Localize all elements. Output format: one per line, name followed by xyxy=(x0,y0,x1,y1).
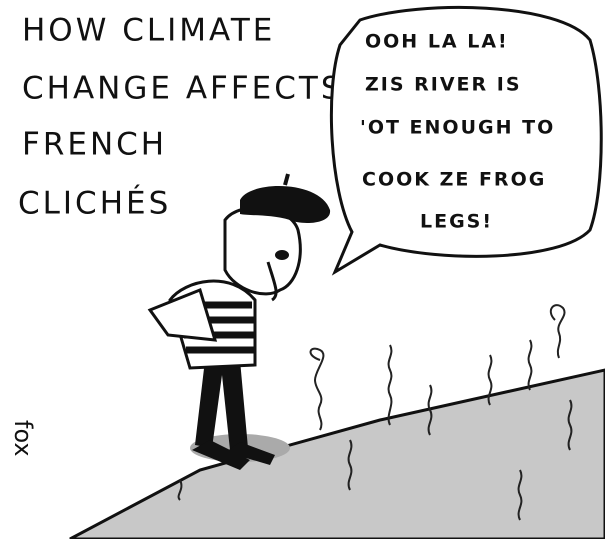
signature: fox xyxy=(9,420,37,457)
speech-line: LEGS! xyxy=(420,211,493,233)
caption-line: HOW CLIMATE xyxy=(22,13,275,49)
speech-line: 'OT ENOUGH TO xyxy=(360,117,555,139)
caption-line: CHANGE AFFECTS xyxy=(22,71,344,107)
speech-line: COOK ZE FROG xyxy=(362,169,546,191)
cartoon: HOW CLIMATE CHANGE AFFECTS FRENCH CLICHÉ… xyxy=(0,0,605,539)
speech-line: OOH LA LA! xyxy=(365,31,509,53)
caption-line: FRENCH xyxy=(22,127,167,163)
speech-line: ZIS RIVER IS xyxy=(365,74,522,96)
caption-line: CLICHÉS xyxy=(18,186,171,222)
